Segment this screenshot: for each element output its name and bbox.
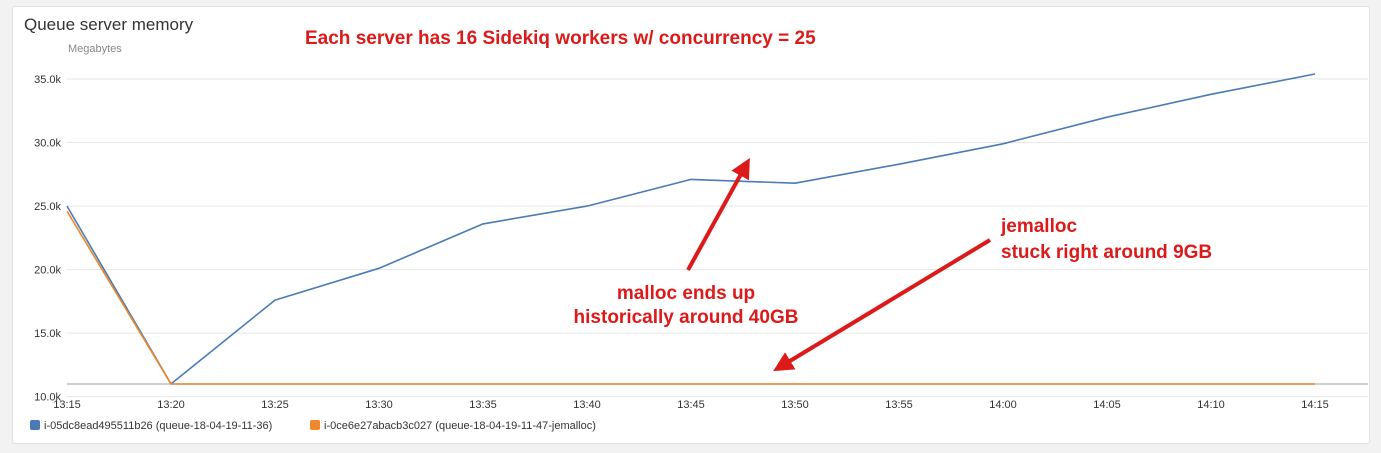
y-axis-label: Megabytes bbox=[68, 43, 122, 55]
y-tick-label: 30.0k bbox=[34, 138, 61, 150]
x-tick-label: 13:40 bbox=[573, 399, 601, 411]
annotation-malloc-line1: malloc ends up bbox=[617, 283, 755, 304]
legend-label-series-1: i-0ce6e27abacb3c027 (queue-18-04-19-11-4… bbox=[324, 420, 596, 432]
x-tick-label: 13:50 bbox=[781, 399, 809, 411]
jemalloc-arrow bbox=[773, 238, 992, 372]
x-tick-label: 13:25 bbox=[261, 399, 289, 411]
annotation-header: Each server has 16 Sidekiq workers w/ co… bbox=[305, 28, 816, 49]
legend-swatch-series-0 bbox=[30, 420, 40, 430]
x-tick-label: 13:30 bbox=[365, 399, 393, 411]
annotation-jemalloc-line2: stuck right around 9GB bbox=[1001, 242, 1212, 263]
x-tick-label: 13:45 bbox=[677, 399, 705, 411]
malloc-arrow bbox=[686, 157, 750, 271]
x-tick-label: 14:15 bbox=[1301, 399, 1329, 411]
x-tick-label: 13:35 bbox=[469, 399, 497, 411]
legend: i-05dc8ead495511b26 (queue-18-04-19-11-3… bbox=[30, 420, 596, 432]
series-line-1 bbox=[66, 210, 1315, 385]
x-tick-label: 13:55 bbox=[885, 399, 913, 411]
y-tick-label: 25.0k bbox=[34, 201, 61, 213]
grid-lines bbox=[67, 78, 1368, 398]
y-tick-label: 15.0k bbox=[34, 328, 61, 340]
annotation-jemalloc-line1: jemalloc bbox=[1000, 216, 1077, 237]
x-tick-label: 13:20 bbox=[157, 399, 185, 411]
x-tick-label: 14:05 bbox=[1093, 399, 1121, 411]
y-tick-label: 20.0k bbox=[34, 265, 61, 277]
y-tick-label: 10.0k bbox=[34, 392, 61, 404]
chart-title: Queue server memory bbox=[24, 15, 194, 34]
legend-swatch-series-1 bbox=[310, 420, 320, 430]
series-line-0 bbox=[66, 73, 1316, 385]
legend-label-series-0: i-05dc8ead495511b26 (queue-18-04-19-11-3… bbox=[44, 420, 272, 432]
annotation-malloc-line2: historically around 40GB bbox=[574, 307, 799, 328]
y-tick-label: 35.0k bbox=[34, 74, 61, 86]
x-tick-label: 13:15 bbox=[53, 399, 81, 411]
x-axis-ticks: 13:15 13:20 13:25 13:30 13:35 13:40 13:45 13:50… bbox=[53, 399, 1329, 411]
legend-item-series-0[interactable]: i-05dc8ead495511b26 (queue-18-04-19-11-3… bbox=[30, 420, 272, 432]
series-lines bbox=[66, 73, 1316, 385]
y-axis-ticks: 10.0k 15.0k 20.0k 25.0k 30.0k 35.0k bbox=[34, 74, 61, 404]
legend-item-series-1[interactable]: i-0ce6e27abacb3c027 (queue-18-04-19-11-4… bbox=[310, 420, 596, 432]
x-tick-label: 14:10 bbox=[1197, 399, 1225, 411]
x-tick-label: 14:00 bbox=[989, 399, 1017, 411]
